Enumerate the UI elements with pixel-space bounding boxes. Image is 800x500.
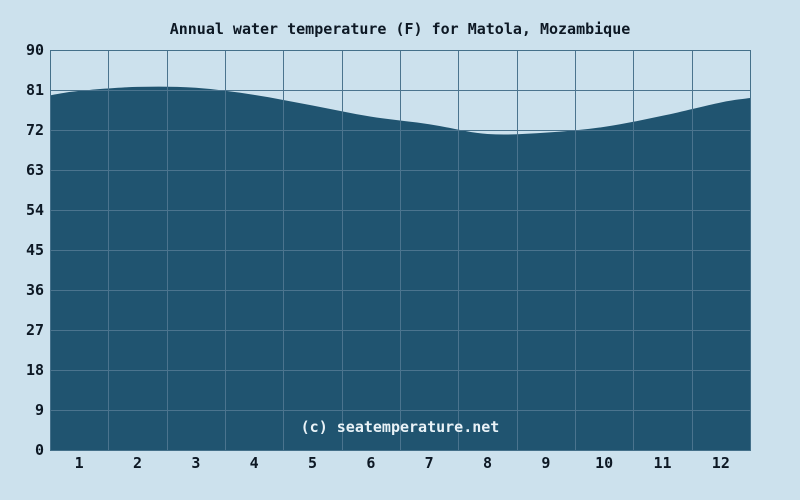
x-axis-tick-label: 12	[711, 454, 730, 472]
x-axis-tick-label: 6	[366, 454, 376, 472]
plot-border	[50, 50, 751, 451]
y-axis-tick-label: 18	[25, 361, 44, 379]
watermark-text: (c) seatemperature.net	[300, 418, 500, 436]
y-axis-tick-label: 63	[25, 161, 44, 179]
y-axis-tick-label: 90	[25, 41, 44, 59]
x-axis-tick-label: 11	[653, 454, 672, 472]
x-axis-tick-label: 8	[482, 454, 493, 472]
y-axis-tick-label: 72	[25, 121, 44, 139]
x-axis-tick-label: 10	[595, 454, 614, 472]
x-axis-tick-label: 2	[132, 454, 143, 472]
y-axis-tick-label: 9	[34, 401, 44, 419]
x-axis-tick-label: 9	[541, 454, 551, 472]
chart-title: Annual water temperature (F) for Matola,…	[169, 20, 631, 38]
y-axis-tick-label: 27	[25, 321, 44, 339]
y-axis-tick-label: 45	[25, 241, 44, 259]
gridlines	[50, 50, 750, 450]
x-axis-tick-label: 5	[307, 454, 318, 472]
y-axis-tick-label: 0	[34, 441, 44, 459]
x-axis-tick-label: 1	[74, 454, 84, 472]
x-axis-tick-label: 3	[191, 454, 201, 472]
y-axis-tick-label: 54	[25, 201, 44, 219]
y-axis-tick-label: 81	[25, 81, 44, 99]
x-axis-tick-label: 7	[424, 454, 434, 472]
y-axis-tick-label: 36	[25, 281, 44, 299]
x-axis-tick-label: 4	[249, 454, 259, 472]
